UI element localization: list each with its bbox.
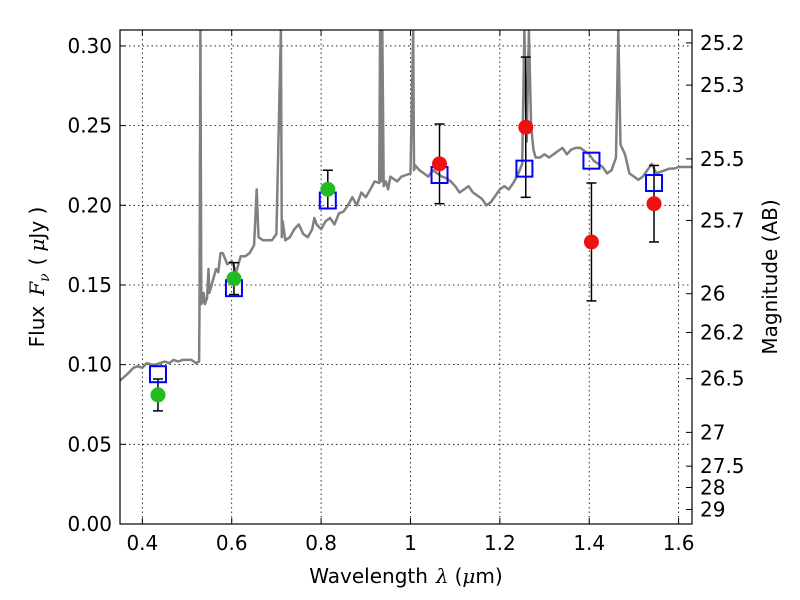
spectrum-line — [120, 30, 692, 382]
y2-tick-label: 25.7 — [700, 208, 745, 232]
y2-axis-label: Magnitude (AB) — [758, 199, 782, 354]
nir-observation-point — [646, 196, 662, 212]
y2-tick-label: 25.2 — [700, 31, 745, 55]
y-tick-label: 0.00 — [67, 512, 112, 536]
y-axis-label: FluxFν(μJy ) — [25, 207, 53, 348]
y2-tick-label: 26.5 — [700, 367, 745, 391]
y2-tick-label: 25.5 — [700, 147, 745, 171]
y2-tick-label: 25.3 — [700, 73, 745, 97]
model-photometry-square — [515, 159, 534, 178]
x-tick-label: 1 — [404, 531, 417, 555]
model-photometry-square — [645, 173, 664, 192]
y2-tick-label: 29 — [700, 497, 725, 521]
nir-observation-point — [518, 119, 534, 135]
x-axis-label: Wavelength λ (μm) — [309, 564, 502, 588]
y2-tick-label: 28 — [700, 476, 725, 500]
model-photometry-square — [582, 151, 601, 170]
y-tick-label: 0.30 — [67, 34, 112, 58]
y-tick-label: 0.05 — [67, 432, 112, 456]
nir-observation-point — [583, 234, 599, 250]
series-group — [120, 30, 692, 412]
axes: 0.4 0.6 0.8 1 1.2 1.4 1.6 0.00 0.05 0.10 0.15 0.20 0… — [67, 29, 745, 555]
model-photometry-square — [148, 365, 167, 384]
y2-tick-label: 26 — [700, 282, 725, 306]
y2-tick-label: 26.2 — [700, 320, 745, 344]
optical-observation-point — [150, 387, 166, 403]
plot-data-area — [120, 30, 692, 412]
grid — [120, 30, 692, 525]
y2-tick-label: 27.5 — [700, 454, 745, 478]
y-tick-label: 0.25 — [67, 114, 112, 138]
x-tick-label: 0.4 — [126, 531, 158, 555]
y-tick-label: 0.15 — [67, 273, 112, 297]
optical-observation-point — [226, 271, 242, 287]
x-tick-label: 1.4 — [573, 531, 605, 555]
optical-observation-point — [320, 181, 336, 197]
x-tick-label: 0.6 — [216, 531, 248, 555]
y2-tick-label: 27 — [700, 420, 725, 444]
x-tick-label: 0.8 — [305, 531, 337, 555]
x-tick-label: 1.2 — [484, 531, 516, 555]
y-tick-label: 0.20 — [67, 193, 112, 217]
x-tick-label: 1.6 — [663, 531, 695, 555]
plot-frame — [119, 29, 693, 525]
nir-observation-point — [432, 156, 448, 172]
y-tick-label: 0.10 — [67, 353, 112, 377]
